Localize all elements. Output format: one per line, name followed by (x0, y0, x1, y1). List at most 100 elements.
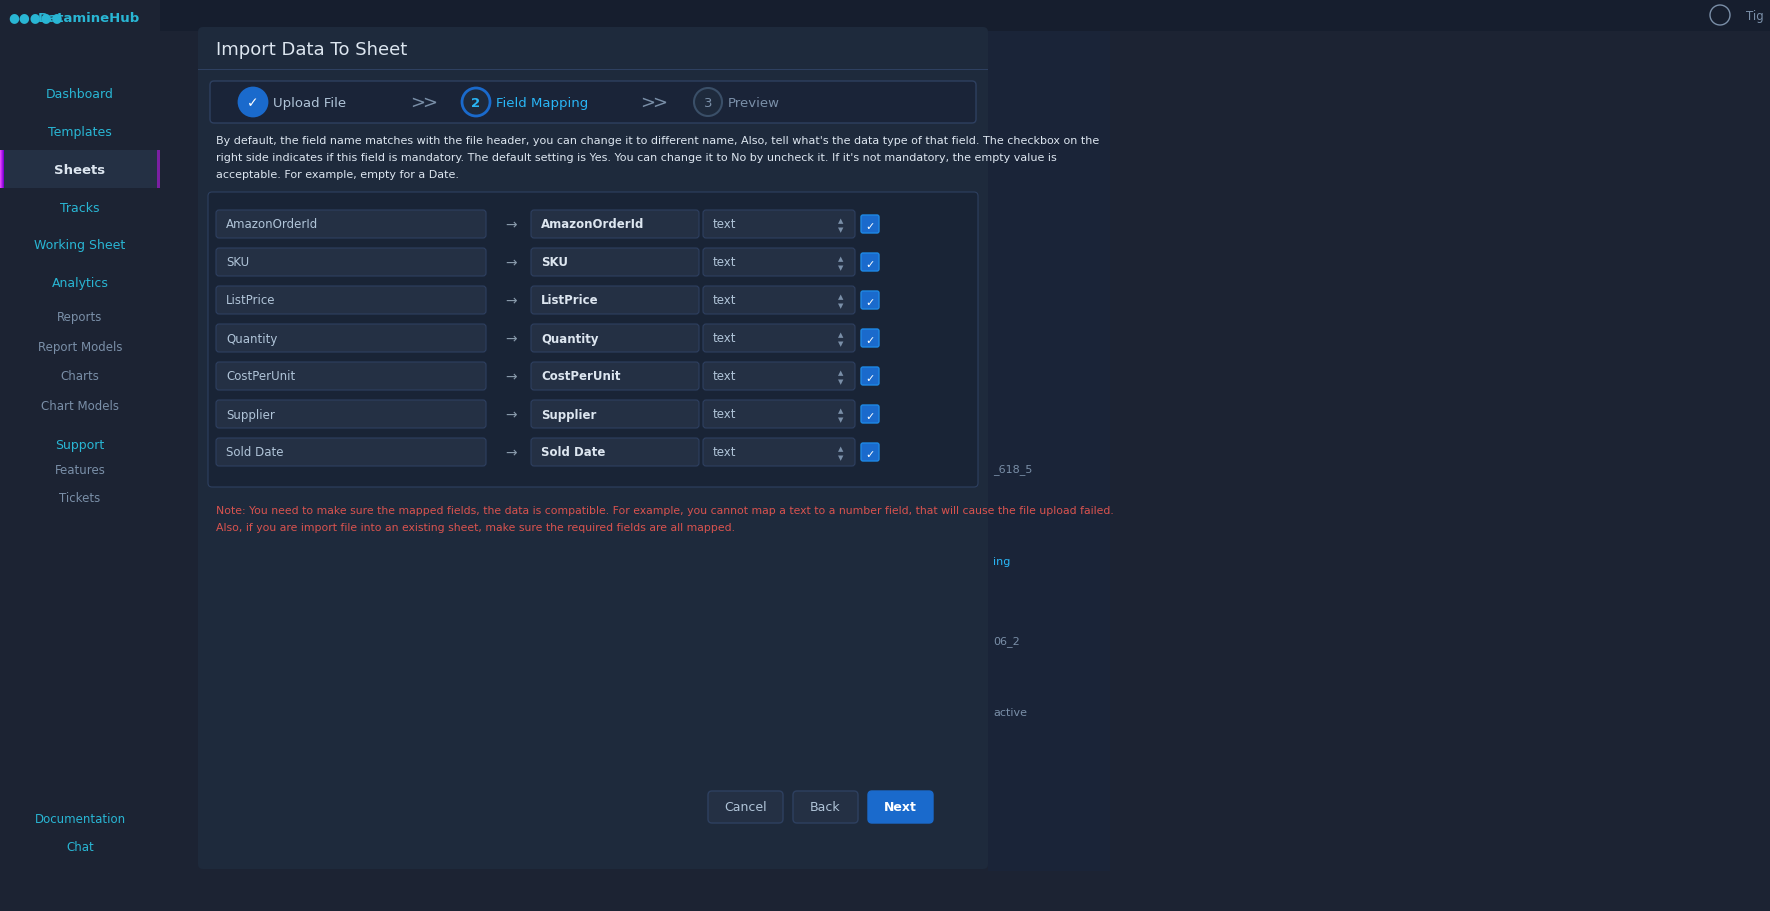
Text: Chart Models: Chart Models (41, 400, 119, 413)
Text: text: text (713, 446, 736, 459)
FancyBboxPatch shape (860, 292, 880, 310)
Text: →: → (504, 218, 517, 231)
FancyBboxPatch shape (531, 287, 699, 314)
Text: →: → (504, 370, 517, 384)
Text: Supplier: Supplier (227, 408, 274, 421)
FancyBboxPatch shape (531, 438, 699, 466)
FancyBboxPatch shape (867, 791, 933, 824)
FancyBboxPatch shape (531, 401, 699, 428)
Bar (0, 151, 159, 189)
Text: SKU: SKU (227, 256, 250, 270)
Bar (0, 0, 159, 911)
FancyBboxPatch shape (860, 330, 880, 348)
Text: ▼: ▼ (839, 455, 844, 460)
Text: Features: Features (55, 463, 106, 476)
Text: ▲: ▲ (839, 332, 844, 338)
Circle shape (1710, 6, 1729, 26)
FancyBboxPatch shape (860, 444, 880, 462)
FancyBboxPatch shape (216, 401, 487, 428)
FancyBboxPatch shape (209, 193, 979, 487)
FancyBboxPatch shape (703, 401, 855, 428)
Text: ▲: ▲ (839, 407, 844, 414)
Text: Back: Back (811, 801, 841, 814)
Text: >: > (411, 94, 425, 112)
Text: Charts: Charts (60, 370, 99, 384)
Text: ●●●●●: ●●●●● (9, 12, 62, 25)
Text: CostPerUnit: CostPerUnit (227, 370, 296, 384)
Text: ▲: ▲ (839, 445, 844, 452)
Text: text: text (713, 294, 736, 307)
Text: ✓: ✓ (248, 96, 258, 110)
Text: →: → (504, 332, 517, 345)
Bar (988, 32, 1110, 871)
Text: ▼: ▼ (839, 379, 844, 384)
Text: ✓: ✓ (866, 335, 874, 345)
FancyBboxPatch shape (860, 254, 880, 271)
Text: SKU: SKU (542, 256, 568, 270)
FancyBboxPatch shape (708, 791, 782, 824)
Text: AmazonOrderId: AmazonOrderId (227, 219, 319, 231)
Bar (159, 0, 1770, 32)
Text: Report Models: Report Models (37, 340, 122, 353)
Circle shape (462, 89, 490, 117)
Text: Import Data To Sheet: Import Data To Sheet (216, 41, 407, 59)
Text: →: → (504, 407, 517, 422)
Text: >: > (423, 94, 437, 112)
Text: ▼: ▼ (839, 265, 844, 271)
FancyBboxPatch shape (703, 324, 855, 353)
Text: Next: Next (883, 801, 917, 814)
Text: →: → (504, 445, 517, 459)
Text: Quantity: Quantity (227, 333, 278, 345)
Text: Tracks: Tracks (60, 201, 99, 214)
FancyBboxPatch shape (703, 438, 855, 466)
Text: 2: 2 (471, 97, 481, 109)
Text: Documentation: Documentation (34, 813, 126, 825)
Text: text: text (713, 256, 736, 270)
Text: ✓: ✓ (866, 449, 874, 459)
Text: ing: ing (993, 557, 1011, 566)
Text: ✓: ✓ (866, 221, 874, 231)
Text: ▼: ▼ (839, 341, 844, 346)
FancyBboxPatch shape (703, 363, 855, 391)
FancyBboxPatch shape (531, 363, 699, 391)
FancyBboxPatch shape (703, 249, 855, 277)
Text: →: → (504, 293, 517, 308)
Text: Chat: Chat (65, 841, 94, 854)
Circle shape (239, 89, 267, 117)
Text: text: text (713, 370, 736, 384)
Text: Templates: Templates (48, 126, 112, 138)
FancyBboxPatch shape (703, 287, 855, 314)
Text: Quantity: Quantity (542, 333, 598, 345)
Text: ✓: ✓ (866, 374, 874, 384)
Text: Support: Support (55, 438, 104, 451)
Text: AmazonOrderId: AmazonOrderId (542, 219, 644, 231)
Text: ListPrice: ListPrice (227, 294, 276, 307)
Text: Supplier: Supplier (542, 408, 596, 421)
Text: ▲: ▲ (839, 293, 844, 300)
FancyBboxPatch shape (860, 368, 880, 385)
Text: Also, if you are import file into an existing sheet, make sure the required fiel: Also, if you are import file into an exi… (216, 522, 735, 532)
FancyBboxPatch shape (531, 249, 699, 277)
Text: DatamineHub: DatamineHub (37, 12, 140, 25)
FancyBboxPatch shape (216, 438, 487, 466)
Text: ▲: ▲ (839, 218, 844, 224)
Text: _618_5: _618_5 (993, 464, 1032, 475)
Text: CostPerUnit: CostPerUnit (542, 370, 621, 384)
Text: Upload File: Upload File (273, 97, 347, 109)
FancyBboxPatch shape (703, 210, 855, 239)
Circle shape (694, 89, 722, 117)
Text: Note: You need to make sure the mapped fields, the data is compatible. For examp: Note: You need to make sure the mapped f… (216, 506, 1113, 516)
FancyBboxPatch shape (198, 28, 988, 869)
FancyBboxPatch shape (860, 216, 880, 234)
Text: ▼: ▼ (839, 302, 844, 309)
FancyBboxPatch shape (216, 249, 487, 277)
FancyBboxPatch shape (860, 405, 880, 424)
Text: Reports: Reports (57, 310, 103, 323)
Text: text: text (713, 333, 736, 345)
Bar (158, 151, 159, 189)
Text: Field Mapping: Field Mapping (496, 97, 588, 109)
Text: ✓: ✓ (866, 260, 874, 270)
Text: ▼: ▼ (839, 227, 844, 232)
Text: Analytics: Analytics (51, 277, 108, 291)
Text: active: active (993, 708, 1027, 717)
